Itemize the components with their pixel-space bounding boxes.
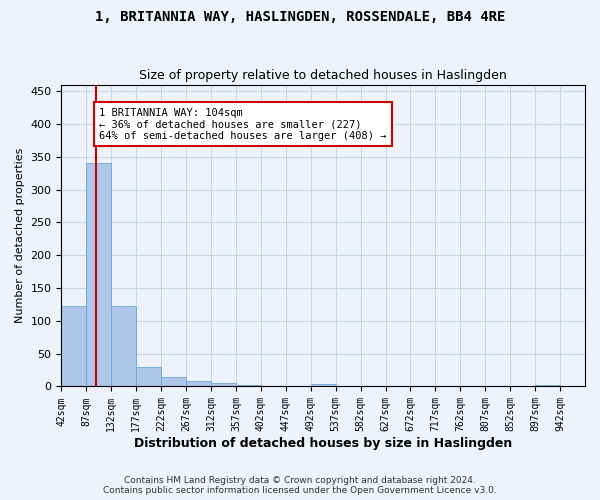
- Bar: [186, 381, 211, 386]
- Bar: [236, 385, 261, 386]
- Bar: [61, 306, 86, 386]
- Bar: [111, 306, 136, 386]
- X-axis label: Distribution of detached houses by size in Haslingden: Distribution of detached houses by size …: [134, 437, 512, 450]
- Title: Size of property relative to detached houses in Haslingden: Size of property relative to detached ho…: [139, 69, 507, 82]
- Text: 1, BRITANNIA WAY, HASLINGDEN, ROSSENDALE, BB4 4RE: 1, BRITANNIA WAY, HASLINGDEN, ROSSENDALE…: [95, 10, 505, 24]
- Text: 1 BRITANNIA WAY: 104sqm
← 36% of detached houses are smaller (227)
64% of semi-d: 1 BRITANNIA WAY: 104sqm ← 36% of detache…: [99, 108, 386, 140]
- Text: Contains HM Land Registry data © Crown copyright and database right 2024.
Contai: Contains HM Land Registry data © Crown c…: [103, 476, 497, 495]
- Bar: [211, 383, 236, 386]
- Bar: [86, 164, 111, 386]
- Bar: [535, 384, 560, 386]
- Bar: [161, 376, 186, 386]
- Y-axis label: Number of detached properties: Number of detached properties: [15, 148, 25, 323]
- Bar: [136, 368, 161, 386]
- Bar: [311, 384, 335, 386]
